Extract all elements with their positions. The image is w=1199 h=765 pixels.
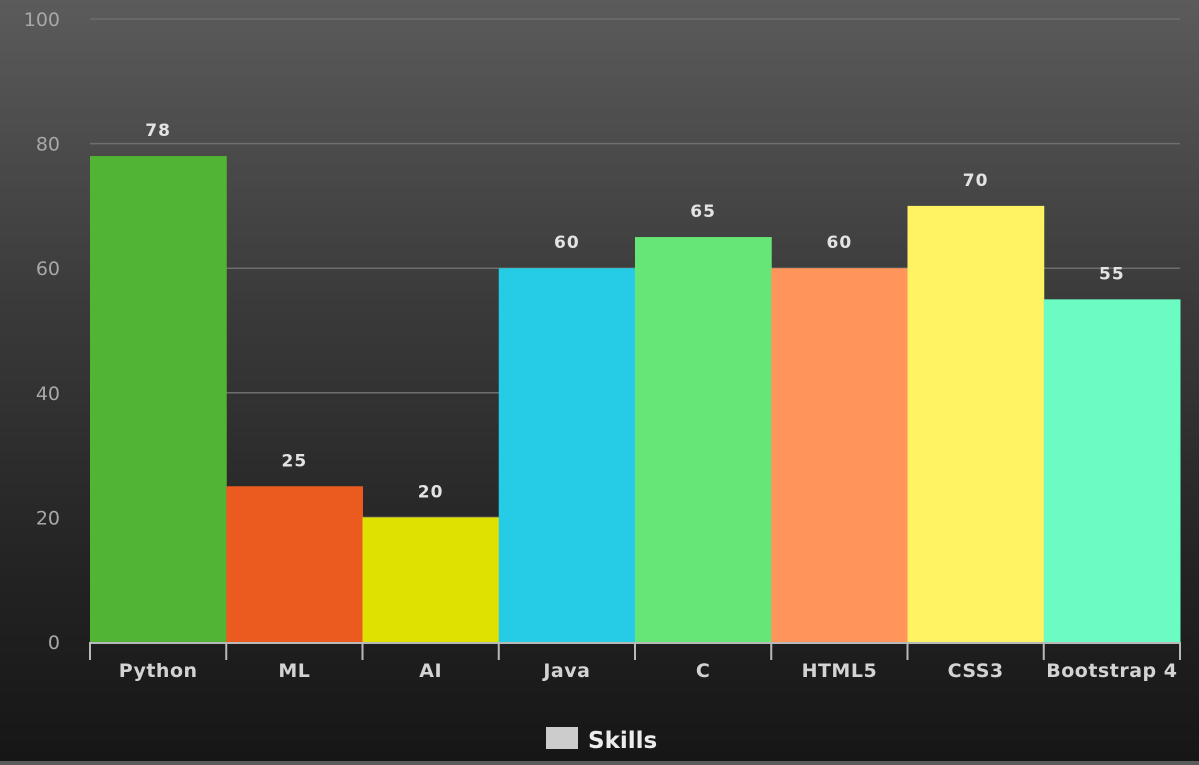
bar-bootstrap-4[interactable]	[1043, 299, 1181, 642]
y-tick-label: 60	[36, 258, 60, 280]
y-tick-label: 0	[48, 632, 60, 654]
legend-label[interactable]: Skills	[588, 728, 657, 754]
y-tick-label: 20	[36, 507, 60, 529]
x-category-label: CSS3	[948, 660, 1004, 682]
y-tick-label: 80	[36, 134, 60, 156]
bar-ml[interactable]	[226, 486, 363, 642]
bar-value-label: 25	[282, 451, 308, 471]
bar-css3[interactable]	[907, 205, 1045, 642]
bar-html5[interactable]	[771, 268, 908, 642]
x-category-label: Bootstrap 4	[1046, 660, 1177, 682]
bar-value-label: 60	[554, 233, 580, 253]
bar-value-label: 78	[145, 121, 171, 141]
bar-value-label: 65	[690, 202, 716, 222]
bar-ai[interactable]	[362, 517, 500, 642]
bar-java[interactable]	[498, 268, 636, 642]
legend[interactable]: Skills	[546, 727, 657, 754]
x-category-label: ML	[278, 660, 310, 682]
bar-value-label: 70	[963, 171, 989, 191]
x-category-label: AI	[419, 660, 442, 682]
x-axis-category-labels: Python ML AI Java C HTML5 CSS3 Bootstrap 4	[119, 660, 1177, 682]
bar-c[interactable]	[635, 237, 772, 643]
x-axis	[89, 642, 1181, 660]
x-category-label: Python	[119, 660, 198, 682]
bar-value-label: 55	[1099, 264, 1125, 284]
y-tick-label: 100	[24, 9, 60, 31]
y-tick-label: 40	[36, 383, 60, 405]
bar-python[interactable]	[90, 156, 227, 642]
bar-value-labels: 78 25 20 60 65 60 70 55	[145, 121, 1125, 502]
x-category-label: C	[696, 660, 710, 682]
y-axis-tick-labels: 0 20 40 60 80 100	[24, 9, 60, 654]
bar-value-label: 60	[827, 233, 853, 253]
bars	[90, 156, 1181, 643]
bar-value-label: 20	[418, 482, 444, 502]
x-category-label: Java	[541, 660, 590, 682]
legend-swatch[interactable]	[546, 727, 578, 749]
x-category-label: HTML5	[802, 660, 878, 682]
